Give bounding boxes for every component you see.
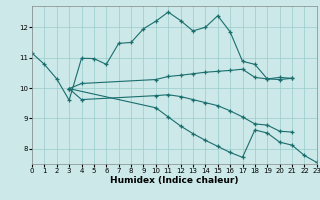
X-axis label: Humidex (Indice chaleur): Humidex (Indice chaleur) [110,176,239,185]
